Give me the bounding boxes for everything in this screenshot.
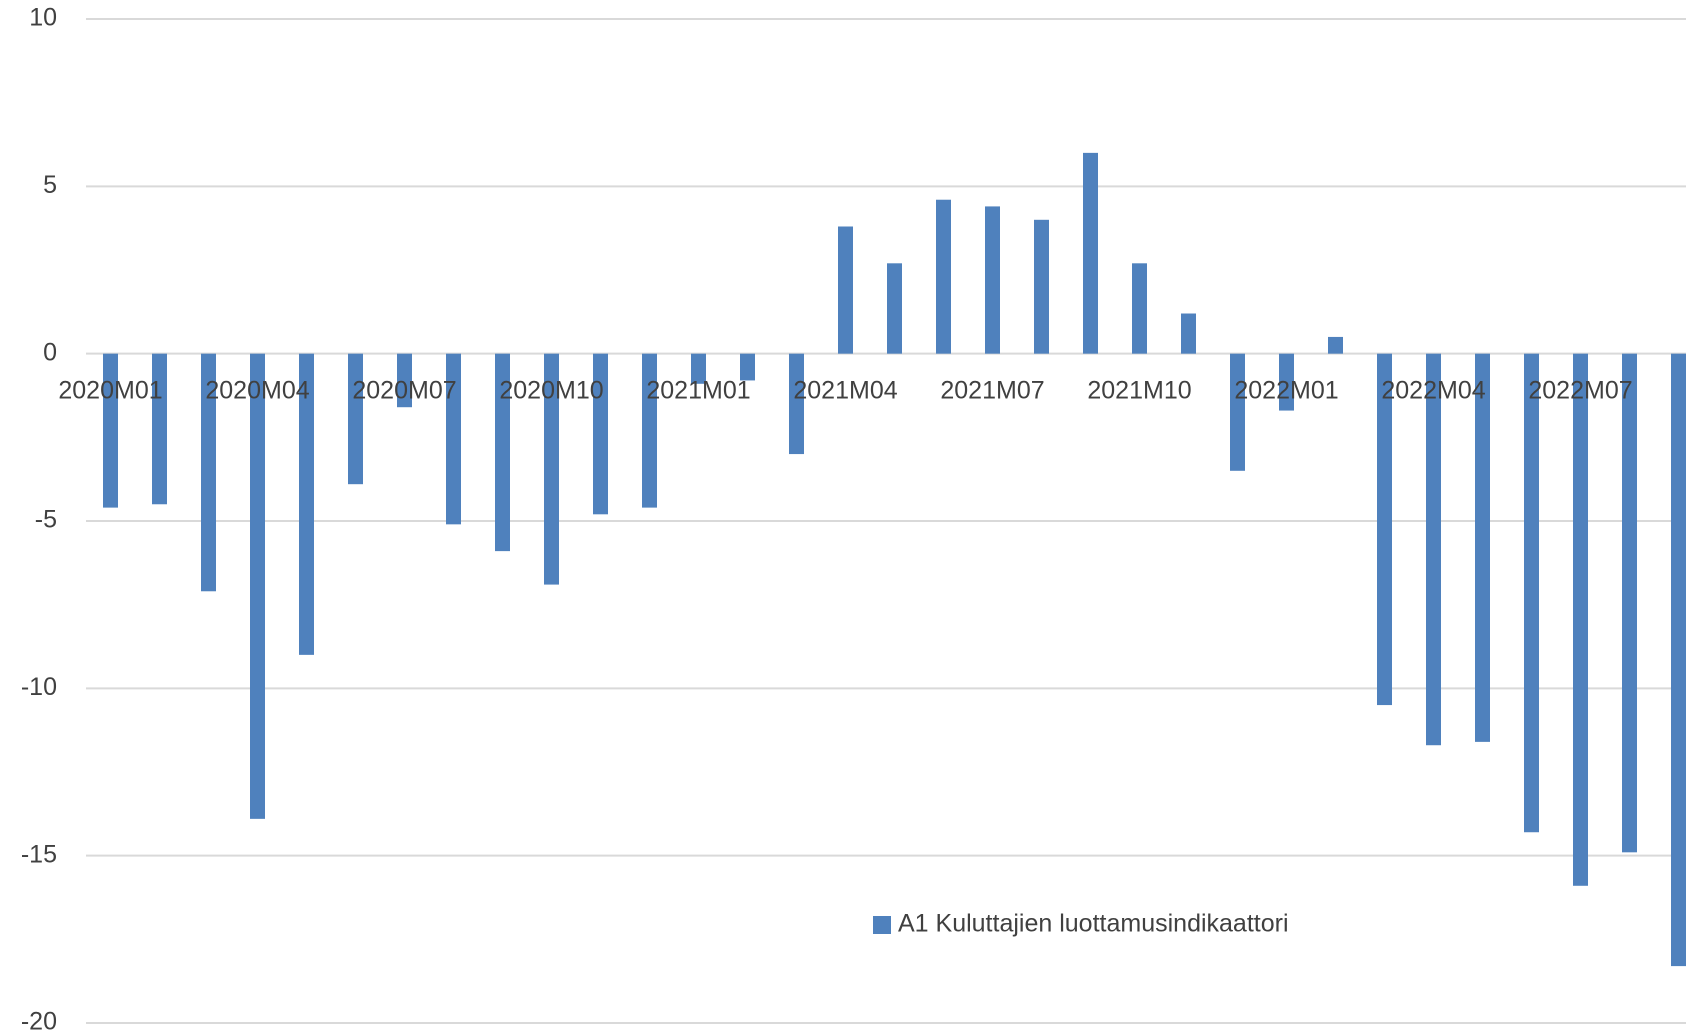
bar xyxy=(1671,353,1686,967)
y-tick-label: -20 xyxy=(21,1008,57,1034)
bar xyxy=(397,353,412,408)
bar xyxy=(691,353,706,384)
bar xyxy=(299,353,314,655)
bar xyxy=(103,353,118,508)
bar xyxy=(1083,152,1098,354)
y-tick-label: -5 xyxy=(35,506,57,534)
bar xyxy=(1475,353,1490,742)
x-tick-label: 2020M04 xyxy=(205,377,309,405)
bar xyxy=(152,353,167,505)
x-tick-label: 2020M01 xyxy=(58,377,162,405)
bar xyxy=(936,199,951,354)
bar xyxy=(201,353,216,592)
bar xyxy=(1279,353,1294,411)
bar xyxy=(1230,353,1245,471)
bar xyxy=(495,353,510,552)
legend-label: A1 Kuluttajien luottamusindikaattori xyxy=(898,910,1289,938)
bar xyxy=(544,353,559,585)
bar xyxy=(1328,336,1343,354)
bar xyxy=(1377,353,1392,706)
legend-swatch xyxy=(873,916,891,934)
y-tick-label: 5 xyxy=(43,171,57,199)
y-tick-label: -15 xyxy=(21,840,57,868)
bar xyxy=(985,206,1000,354)
bar xyxy=(1181,313,1196,354)
bar xyxy=(1524,353,1539,833)
x-tick-label: 2022M07 xyxy=(1528,377,1632,405)
x-tick-label: 2022M04 xyxy=(1381,377,1485,405)
bar xyxy=(887,263,902,354)
bar xyxy=(1132,263,1147,354)
x-tick-label: 2021M10 xyxy=(1087,377,1191,405)
bar xyxy=(1573,353,1588,886)
bar xyxy=(348,353,363,485)
x-tick-label: 2022M01 xyxy=(1234,377,1338,405)
bar xyxy=(1622,353,1637,853)
x-tick-label: 2021M07 xyxy=(940,377,1044,405)
x-tick-label: 2020M10 xyxy=(499,377,603,405)
y-tick-label: 0 xyxy=(43,338,57,366)
y-tick-label: -10 xyxy=(21,673,57,701)
x-tick-label: 2020M07 xyxy=(352,377,456,405)
bar xyxy=(1426,353,1441,746)
bar xyxy=(642,353,657,508)
bar xyxy=(446,353,461,525)
x-tick-label: 2021M04 xyxy=(793,377,897,405)
bar xyxy=(250,353,265,819)
bar xyxy=(593,353,608,515)
bar xyxy=(789,353,804,455)
bar xyxy=(838,226,853,354)
y-tick-label: 10 xyxy=(29,4,57,32)
bar xyxy=(1034,219,1049,354)
x-tick-label: 2021M01 xyxy=(646,377,750,405)
bar xyxy=(740,353,755,381)
